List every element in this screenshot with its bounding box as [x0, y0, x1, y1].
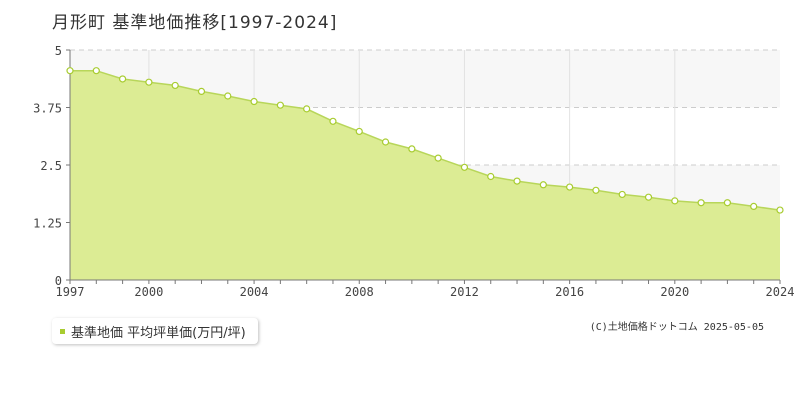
data-point — [197, 87, 206, 96]
chart-title: 月形町 基準地価推移[1997-2024] — [52, 13, 338, 33]
x-tick-label: 2008 — [345, 285, 374, 299]
data-point — [224, 92, 232, 100]
y-tick-label: 1.25 — [33, 217, 62, 231]
x-tick-label: 2012 — [450, 285, 479, 299]
data-point — [592, 186, 600, 194]
data-point — [329, 117, 337, 125]
data-point — [618, 190, 626, 199]
x-tick-label: 1997 — [56, 285, 85, 299]
data-point — [381, 138, 390, 146]
data-point — [776, 206, 784, 214]
data-point — [408, 145, 416, 153]
copyright-text: (C)土地価格ドットコム 2025-05-05 — [589, 322, 764, 333]
data-point — [487, 172, 495, 181]
x-tick-label: 2020 — [660, 285, 689, 299]
data-point — [92, 67, 100, 75]
x-tick-label: 2016 — [555, 285, 584, 299]
data-point — [460, 163, 469, 171]
data-point — [303, 105, 311, 113]
data-point — [513, 177, 521, 185]
data-point — [276, 101, 284, 109]
data-point — [171, 81, 179, 90]
x-tick-label: 2000 — [134, 285, 163, 299]
y-tick-label: 0 — [55, 274, 62, 288]
series-line — [70, 69, 781, 211]
data-point — [723, 199, 732, 207]
data-point — [697, 199, 705, 207]
x-tick-labels: 1997 2000 2004 2008 2012 2016 2020 2024 — [56, 285, 795, 299]
y-tick-label: 3.75 — [33, 102, 62, 116]
legend-label: 基準地価 平均坪単価(万円/坪) — [71, 325, 246, 341]
data-point — [66, 67, 74, 75]
legend: 基準地価 平均坪単価(万円/坪) — [52, 318, 258, 344]
data-point — [145, 78, 153, 86]
data-point — [250, 97, 258, 106]
data-points — [66, 67, 784, 214]
area-fill — [70, 70, 780, 280]
y-tick-labels: 0 1.25 2.5 3.75 5 — [33, 44, 62, 288]
axes — [66, 49, 781, 284]
area-series — [70, 69, 781, 280]
x-tick-label: 2024 — [766, 285, 795, 299]
data-point — [566, 183, 574, 191]
data-point — [434, 154, 442, 162]
legend-swatch — [60, 328, 65, 334]
data-point — [118, 75, 127, 83]
data-point — [671, 197, 679, 205]
data-point — [644, 193, 653, 201]
y-tick-label: 5 — [55, 44, 62, 58]
data-point — [355, 127, 363, 136]
data-point — [750, 202, 758, 210]
data-point — [539, 181, 547, 189]
y-tick-label: 2.5 — [40, 159, 62, 173]
x-tick-label: 2004 — [240, 285, 269, 299]
